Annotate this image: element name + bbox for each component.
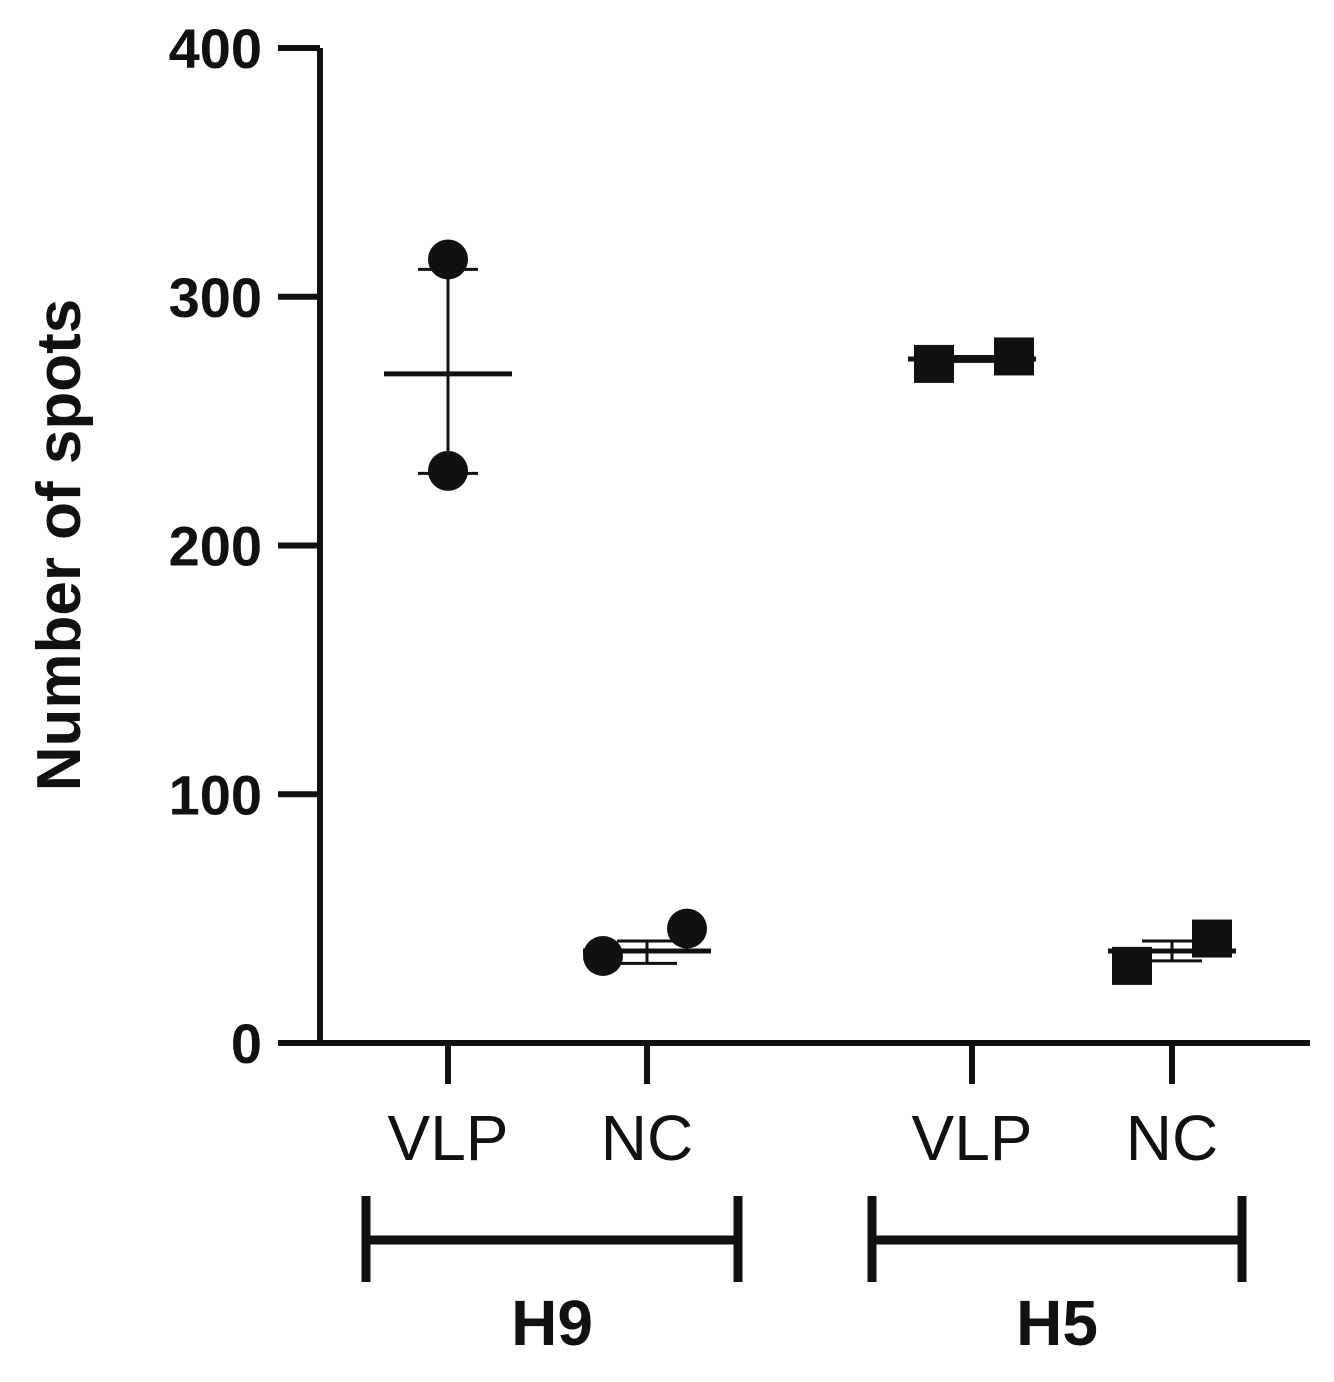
y-tick-label: 200 (169, 515, 262, 578)
x-tick-label: VLP (912, 1102, 1033, 1174)
x-tick-label: NC (1126, 1102, 1218, 1174)
series-h9-nc (583, 908, 711, 976)
data-point-square (914, 344, 954, 383)
y-tick-label: 0 (231, 1012, 262, 1075)
y-tick-label: 400 (169, 17, 262, 80)
data-series (384, 239, 1236, 985)
group-label: H5 (1016, 1287, 1098, 1359)
y-axis-ticks: 0 100 200 300 400 (169, 17, 320, 1075)
group-brackets: H9 H5 (361, 1196, 1247, 1359)
series-h5-vlp (908, 337, 1036, 383)
data-point-circle (428, 239, 468, 280)
y-axis-label: Number of spots (25, 299, 94, 792)
y-tick-label: 300 (169, 266, 262, 329)
data-point-circle (428, 450, 468, 491)
data-point-circle (667, 908, 707, 949)
group-label: H9 (511, 1287, 593, 1359)
data-point-square (1112, 946, 1152, 985)
x-tick-label: VLP (388, 1102, 509, 1174)
series-h9-vlp (384, 239, 512, 491)
group-bracket-h5 (867, 1196, 1247, 1282)
data-point-square (1192, 919, 1232, 958)
data-point-square (994, 337, 1034, 376)
x-tick-label: NC (601, 1102, 693, 1174)
series-h5-nc (1108, 919, 1236, 985)
data-point-circle (583, 935, 623, 976)
x-axis-ticks: VLP NC VLP NC (388, 1043, 1218, 1174)
group-bracket-h9 (361, 1196, 743, 1282)
y-tick-label: 100 (169, 763, 262, 826)
